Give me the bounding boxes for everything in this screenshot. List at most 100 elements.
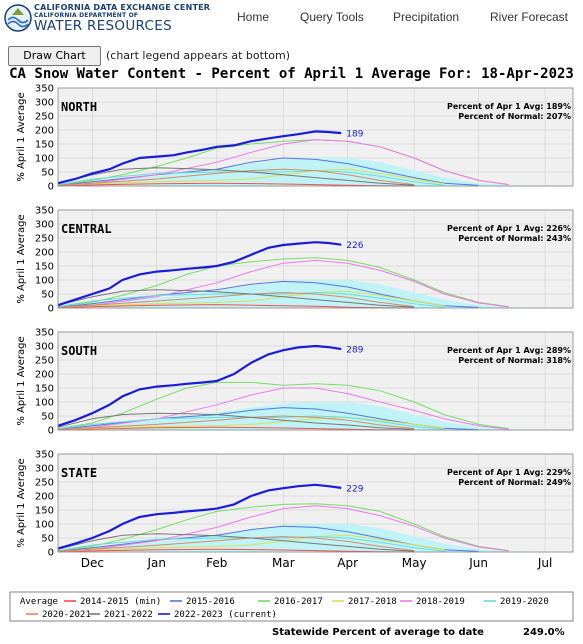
series-2019-2020 [57, 536, 445, 552]
panel-label: SOUTH [61, 344, 97, 358]
y-tick-label: 350 [35, 328, 54, 339]
y-tick-label: 300 [35, 464, 54, 475]
current-value-label: 189 [346, 130, 363, 140]
series-2014-2015-min [57, 304, 415, 309]
logo-line3: WATER RESOURCES [34, 18, 172, 34]
y-tick-label: 300 [35, 342, 54, 353]
legend-label: 2022-2023 (current) [174, 610, 277, 620]
y-tick-label: 350 [35, 84, 54, 95]
site-header: CALIFORNIA DATA EXCHANGE CENTER CALIFORN… [0, 0, 583, 36]
nav-query-tools[interactable]: Query Tools [300, 10, 364, 24]
panel-label: NORTH [61, 100, 97, 114]
series-2019-2020 [57, 170, 445, 186]
series-2014-2015-min [57, 182, 415, 187]
series-2018-2019 [57, 505, 509, 552]
legend-label: 2017-2018 [348, 597, 397, 607]
pct-normal: Percent of Normal: 243% [458, 234, 571, 243]
y-tick-label: 0 [48, 426, 54, 437]
y-tick-label: 150 [35, 140, 54, 151]
plot-border [57, 453, 574, 553]
series-2020-2021 [57, 168, 415, 186]
panel-central: 0 50 100 150 200 250 300 350 226 CENTRAL Percent o… [16, 206, 574, 315]
dwr-seal-icon [4, 4, 32, 32]
plot-border [57, 331, 574, 431]
plot-border [57, 209, 574, 309]
statewide-percent-label: Statewide Percent of average to date [272, 627, 484, 638]
pct-apr1-avg: Percent of Apr 1 Avg: 226% [447, 224, 571, 233]
series-2020-2021 [57, 536, 415, 552]
legend-box [9, 591, 574, 622]
pct-normal: Percent of Normal: 207% [458, 112, 571, 121]
y-tick-label: 200 [35, 370, 54, 381]
nav-precipitation[interactable]: Precipitation [393, 10, 460, 24]
current-value-label: 226 [346, 241, 363, 251]
series-2022-2023-current [57, 241, 342, 307]
y-tick-label: 200 [35, 126, 54, 137]
legend-label: 2016-2017 [274, 597, 323, 607]
legend-item: 2022-2023 (current) [158, 610, 277, 620]
legend-item: Average [20, 597, 58, 607]
series-2021-2022 [57, 289, 415, 308]
y-tick-label: 250 [35, 112, 54, 123]
y-tick-label: 200 [35, 248, 54, 259]
x-tick-label: Jun [468, 556, 488, 570]
legend-item: 2020-2021 [26, 610, 91, 620]
snow-water-chart: 0 50 100 150 200 250 300 350 189 NORTH Percent of … [9, 84, 574, 622]
x-tick-label: Apr [337, 556, 358, 570]
pct-normal: Percent of Normal: 318% [458, 356, 571, 365]
top-nav: Home Query Tools Precipitation River For… [0, 10, 583, 26]
series-2021-2022 [57, 533, 415, 552]
series-2019-2020 [57, 292, 445, 308]
y-tick-label: 100 [35, 154, 54, 165]
y-tick-label: 300 [35, 98, 54, 109]
legend-item: 2019-2020 [484, 597, 549, 607]
y-tick-label: 50 [41, 290, 54, 301]
y-axis-label: % April 1 Average [16, 458, 27, 547]
y-tick-label: 50 [41, 412, 54, 423]
legend-label: 2019-2020 [500, 597, 549, 607]
legend-label: 2021-2022 [104, 610, 153, 620]
x-tick-label: Feb [206, 556, 227, 570]
nav-river-forecast[interactable]: River Forecast [490, 10, 569, 24]
y-tick-label: 300 [35, 220, 54, 231]
legend-item: 2014-2015 (min) [64, 597, 161, 607]
series-2016-2017 [57, 503, 509, 552]
x-tick-label: Mar [272, 556, 295, 570]
y-tick-label: 250 [35, 356, 54, 367]
y-tick-label: 100 [35, 398, 54, 409]
panel-state: 0 50 100 150 200 250 300 350 229 STATE Percent of … [16, 450, 574, 559]
legend-label: 2014-2015 (min) [80, 597, 161, 607]
current-value-label: 229 [346, 484, 363, 494]
y-tick-label: 350 [35, 206, 54, 217]
x-tick-label: Jul [537, 556, 552, 570]
y-tick-label: 50 [41, 168, 54, 179]
logo-line1: CALIFORNIA DATA EXCHANGE CENTER [34, 3, 211, 12]
y-axis-label: % April 1 Average [16, 92, 27, 181]
y-tick-label: 250 [35, 234, 54, 245]
panel-north: 0 50 100 150 200 250 300 350 189 NORTH Percent of … [16, 84, 574, 193]
panel-south: 0 50 100 150 200 250 300 350 289 SOUTH Percent of … [16, 328, 574, 437]
pct-apr1-avg: Percent of Apr 1 Avg: 229% [447, 468, 571, 477]
pct-normal: Percent of Normal: 249% [458, 478, 571, 487]
y-tick-label: 250 [35, 478, 54, 489]
series-2022-2023-current [57, 344, 342, 427]
y-tick-label: 50 [41, 534, 54, 545]
series-2021-2022 [57, 412, 415, 430]
legend-label: 2020-2021 [42, 610, 91, 620]
y-axis-label: % April 1 Average [16, 336, 27, 425]
chart-legend-hint: (chart legend appears at bottom) [106, 49, 290, 62]
draw-chart-button[interactable]: Draw Chart [8, 46, 101, 66]
legend-item: 2015-2016 [170, 597, 235, 607]
x-tick-label: Jan [146, 556, 166, 570]
series-2014-2015-min [57, 548, 415, 553]
x-tick-label: Dec [81, 556, 104, 570]
series-2020-2021 [57, 292, 415, 308]
y-axis-label: % April 1 Average [16, 214, 27, 303]
legend-item: 2021-2022 [88, 610, 153, 620]
nav-home[interactable]: Home [237, 10, 270, 24]
series-2021-2022 [57, 167, 415, 186]
legend-item: 2018-2019 [400, 597, 465, 607]
y-tick-label: 0 [48, 182, 54, 193]
legend-item: 2017-2018 [332, 597, 397, 607]
cdec-logo[interactable]: CALIFORNIA DATA EXCHANGE CENTER CALIFORN… [4, 2, 226, 34]
